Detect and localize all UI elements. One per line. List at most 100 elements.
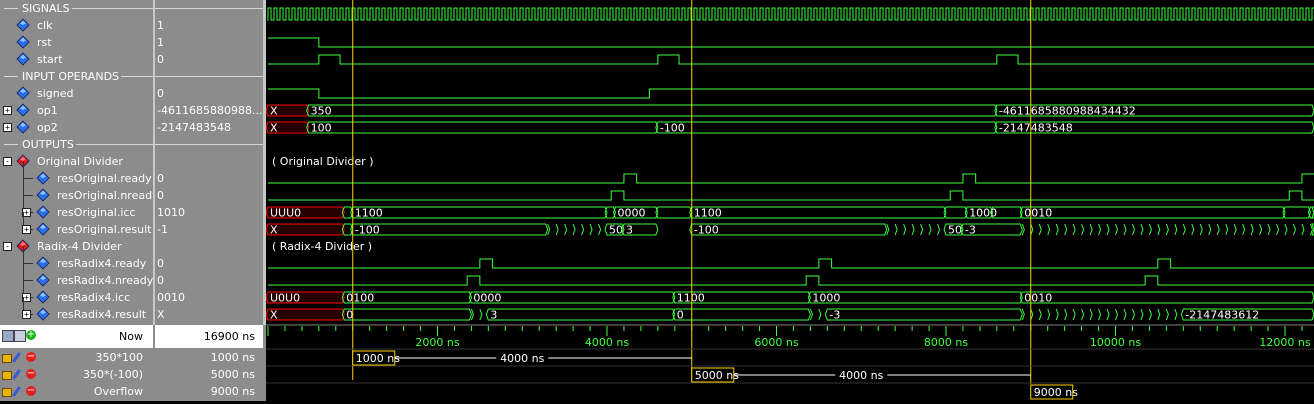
collapse-icon[interactable]: -: [3, 157, 12, 166]
cursor-name[interactable]: Now: [119, 330, 143, 343]
original-result-bus[interactable]: [1311, 223, 1314, 236]
original-icc-bus[interactable]: [265, 206, 345, 219]
radix4-icc-bus[interactable]: [807, 291, 1023, 304]
radix4-icc-bus[interactable]: [265, 291, 345, 304]
bus-value: 0100: [346, 292, 374, 305]
original-result-bus[interactable]: [689, 223, 888, 236]
clk-wave[interactable]: [267, 7, 1314, 21]
original-icc-bus[interactable]: [612, 206, 659, 219]
original-icc-bus[interactable]: [655, 206, 693, 219]
expand-icon[interactable]: +: [22, 208, 31, 217]
original-icc-bus[interactable]: [604, 206, 617, 219]
original-result-bus[interactable]: [621, 223, 659, 236]
radix4-icc-bus[interactable]: [468, 291, 676, 304]
original-icc-bus[interactable]: [990, 206, 1023, 219]
waveform-view[interactable]: X 350 -4611685880988434432 X 100 -100 -2147483…: [265, 0, 1314, 401]
radix4-result-bus[interactable]: [341, 308, 472, 321]
original-result-bus[interactable]: [604, 223, 625, 236]
original-result-bus[interactable]: [960, 223, 1023, 236]
expand-icon[interactable]: +: [22, 225, 31, 234]
signal-row-resoriginal-result[interactable]: + resOriginal.result: [0, 212, 153, 238]
op2-bus[interactable]: [655, 121, 998, 134]
radix4-icc-bus[interactable]: [672, 291, 811, 304]
cursor-tools: −: [2, 386, 38, 397]
original-icc-bus[interactable]: [943, 206, 968, 219]
expand-icon[interactable]: +: [22, 293, 31, 302]
wrench-icon[interactable]: [12, 369, 21, 380]
radix4-result-bus[interactable]: [672, 308, 811, 321]
radix4-nready-wave[interactable]: [268, 275, 1314, 286]
expand-icon[interactable]: +: [22, 310, 31, 319]
signal-name: op1: [37, 104, 58, 117]
signal-row-resoriginal-icc[interactable]: + resOriginal.icc: [0, 195, 153, 221]
signal-row-resradix4-icc[interactable]: + resRadix4.icc: [0, 280, 153, 306]
expand-icon[interactable]: +: [3, 123, 12, 132]
signal-row-resoriginal-nready[interactable]: resOriginal.nready: [0, 178, 159, 204]
signal-row-clk[interactable]: clk: [0, 17, 153, 34]
lock-icon[interactable]: [2, 354, 12, 363]
signal-row-start[interactable]: start: [0, 51, 153, 68]
remove-cursor-icon[interactable]: −: [26, 385, 36, 396]
op1-bus[interactable]: [994, 104, 1314, 117]
original-result-bus[interactable]: [341, 223, 354, 236]
rst-wave[interactable]: [268, 37, 1314, 48]
op2-bus[interactable]: [994, 121, 1314, 134]
radix4-icc-bus[interactable]: [341, 291, 472, 304]
radix4-result-bus[interactable]: [1180, 308, 1314, 321]
radix4-result-bus[interactable]: [265, 308, 345, 321]
signal-row-resoriginal-ready[interactable]: resOriginal.ready: [0, 161, 153, 187]
radix4-icc-bus[interactable]: [1019, 291, 1314, 304]
bus-transition: [470, 308, 474, 321]
radix4-result-bus[interactable]: [485, 308, 676, 321]
original-icc-bus[interactable]: [1019, 206, 1286, 219]
original-icc-bus[interactable]: [689, 206, 947, 219]
original-result-bus[interactable]: [350, 223, 549, 236]
group-label-radix4: ( Radix-4 Divider ): [272, 240, 372, 253]
bus-value: 350: [311, 105, 332, 118]
original-result-bus[interactable]: [265, 223, 345, 236]
cursor-settings-icon[interactable]: [2, 330, 14, 342]
signal-row-radix-4-divider[interactable]: - Radix-4 Divider: [0, 238, 153, 255]
original-result-bus[interactable]: [943, 223, 964, 236]
original-icc-bus[interactable]: [1282, 206, 1311, 219]
op2-bus[interactable]: [265, 121, 310, 134]
wrench-icon[interactable]: [12, 352, 21, 363]
signal-row-resradix4-nready[interactable]: resRadix4.nready: [0, 263, 153, 289]
signal-row-resradix4-result[interactable]: + resRadix4.result: [0, 297, 153, 323]
signed-wave[interactable]: [268, 88, 1314, 99]
original-nready-wave[interactable]: [268, 190, 1314, 201]
original-ready-wave[interactable]: [268, 173, 1314, 184]
op1-bus[interactable]: [306, 104, 998, 117]
start-wave[interactable]: [268, 54, 1314, 65]
collapse-icon[interactable]: -: [3, 242, 12, 251]
column-splitter[interactable]: [153, 0, 155, 401]
original-icc-bus[interactable]: [964, 206, 994, 219]
signal-row-op2[interactable]: + op2: [0, 119, 153, 136]
radix4-ready-wave[interactable]: [268, 258, 1314, 269]
cursor-name[interactable]: Overflow: [93, 385, 143, 398]
op1-bus[interactable]: [265, 104, 310, 117]
original-icc-bus[interactable]: [350, 206, 608, 219]
lock-icon[interactable]: [2, 388, 12, 397]
radix4-result-bus[interactable]: [824, 308, 1023, 321]
original-icc-bus[interactable]: [1311, 206, 1314, 219]
remove-cursor-icon[interactable]: −: [26, 351, 36, 362]
cursor-label-box[interactable]: [1030, 384, 1074, 400]
original-icc-bus[interactable]: [341, 206, 354, 219]
cursor-name[interactable]: 350*100: [95, 351, 144, 364]
op2-bus[interactable]: [306, 121, 659, 134]
add-cursor-icon[interactable]: +: [26, 329, 36, 340]
lock-icon[interactable]: [2, 371, 12, 380]
cursor-list-icon[interactable]: [14, 330, 26, 342]
signal-row-resradix4-ready[interactable]: resRadix4.ready: [0, 246, 153, 272]
signal-diamond-icon: [16, 35, 30, 49]
wrench-icon[interactable]: [12, 386, 21, 397]
signal-row-rst[interactable]: rst: [0, 34, 153, 51]
signal-row-op1[interactable]: + op1: [0, 102, 153, 119]
remove-cursor-icon[interactable]: −: [26, 368, 36, 379]
expand-icon[interactable]: +: [3, 106, 12, 115]
wave-splitter[interactable]: [263, 0, 266, 401]
cursor-name[interactable]: 350*(-100): [82, 368, 143, 381]
signal-row-signed[interactable]: signed: [0, 85, 153, 102]
